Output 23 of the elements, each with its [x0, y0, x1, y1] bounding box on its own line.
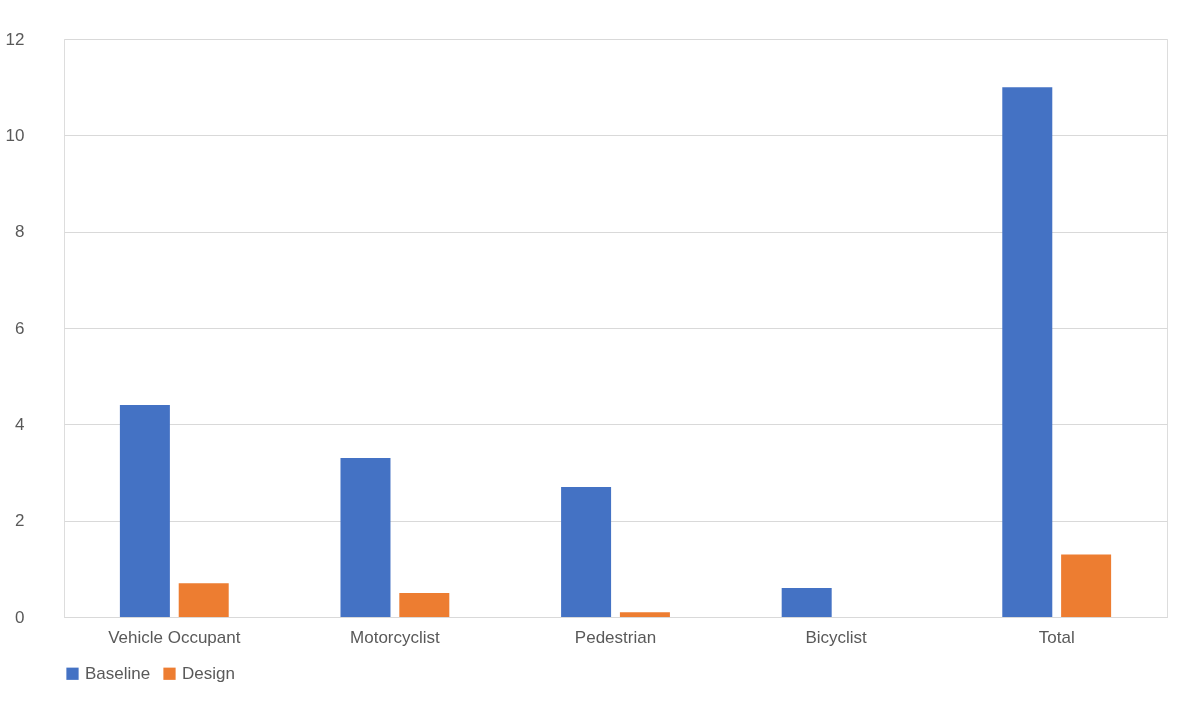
y-tick-label: 2: [15, 511, 25, 531]
bar: [399, 592, 450, 617]
x-tick-label: Bicyclist: [805, 627, 868, 647]
x-tick-label: Pedestrian: [574, 627, 657, 647]
bar: [1002, 87, 1053, 617]
bar: [781, 588, 832, 617]
y-tick-label: 0: [15, 607, 25, 627]
y-tick-label: 4: [15, 414, 25, 434]
y-tick-label: 6: [15, 318, 25, 338]
bar: [119, 405, 170, 617]
bar: [619, 612, 670, 617]
x-tick-label: Total: [1038, 627, 1075, 647]
x-tick-label: Motorcyclist: [350, 627, 441, 647]
bar: [1061, 554, 1112, 617]
y-tick-label: 10: [5, 125, 25, 145]
bar: [340, 458, 391, 617]
legend-label: Baseline: [85, 663, 151, 683]
bar: [178, 583, 229, 617]
y-tick-label: 8: [15, 222, 25, 242]
bar: [561, 486, 612, 617]
x-tick-label: Vehicle Occupant: [108, 627, 241, 647]
y-tick-label: 12: [5, 29, 25, 49]
legend-label: Design: [182, 663, 235, 683]
